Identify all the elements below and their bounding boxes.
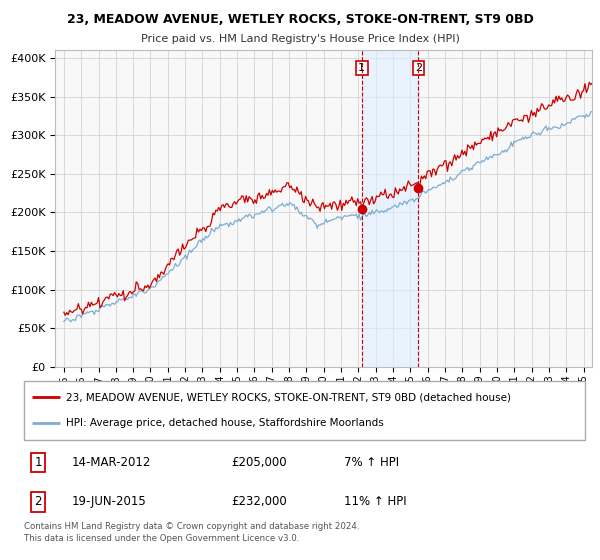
Text: 7% ↑ HPI: 7% ↑ HPI [344, 456, 399, 469]
Text: 1: 1 [358, 63, 365, 73]
Text: HPI: Average price, detached house, Staffordshire Moorlands: HPI: Average price, detached house, Staf… [66, 418, 384, 428]
Text: Price paid vs. HM Land Registry's House Price Index (HPI): Price paid vs. HM Land Registry's House … [140, 34, 460, 44]
Text: £232,000: £232,000 [232, 495, 287, 508]
Text: £205,000: £205,000 [232, 456, 287, 469]
Text: 23, MEADOW AVENUE, WETLEY ROCKS, STOKE-ON-TRENT, ST9 0BD: 23, MEADOW AVENUE, WETLEY ROCKS, STOKE-O… [67, 13, 533, 26]
Text: Contains HM Land Registry data © Crown copyright and database right 2024.
This d: Contains HM Land Registry data © Crown c… [24, 522, 359, 543]
Text: 14-MAR-2012: 14-MAR-2012 [71, 456, 151, 469]
Text: 2: 2 [415, 63, 422, 73]
Text: 23, MEADOW AVENUE, WETLEY ROCKS, STOKE-ON-TRENT, ST9 0BD (detached house): 23, MEADOW AVENUE, WETLEY ROCKS, STOKE-O… [66, 392, 511, 402]
Text: 1: 1 [34, 456, 42, 469]
FancyBboxPatch shape [24, 381, 585, 440]
Text: 11% ↑ HPI: 11% ↑ HPI [344, 495, 406, 508]
Text: 19-JUN-2015: 19-JUN-2015 [71, 495, 146, 508]
Text: 2: 2 [34, 495, 42, 508]
